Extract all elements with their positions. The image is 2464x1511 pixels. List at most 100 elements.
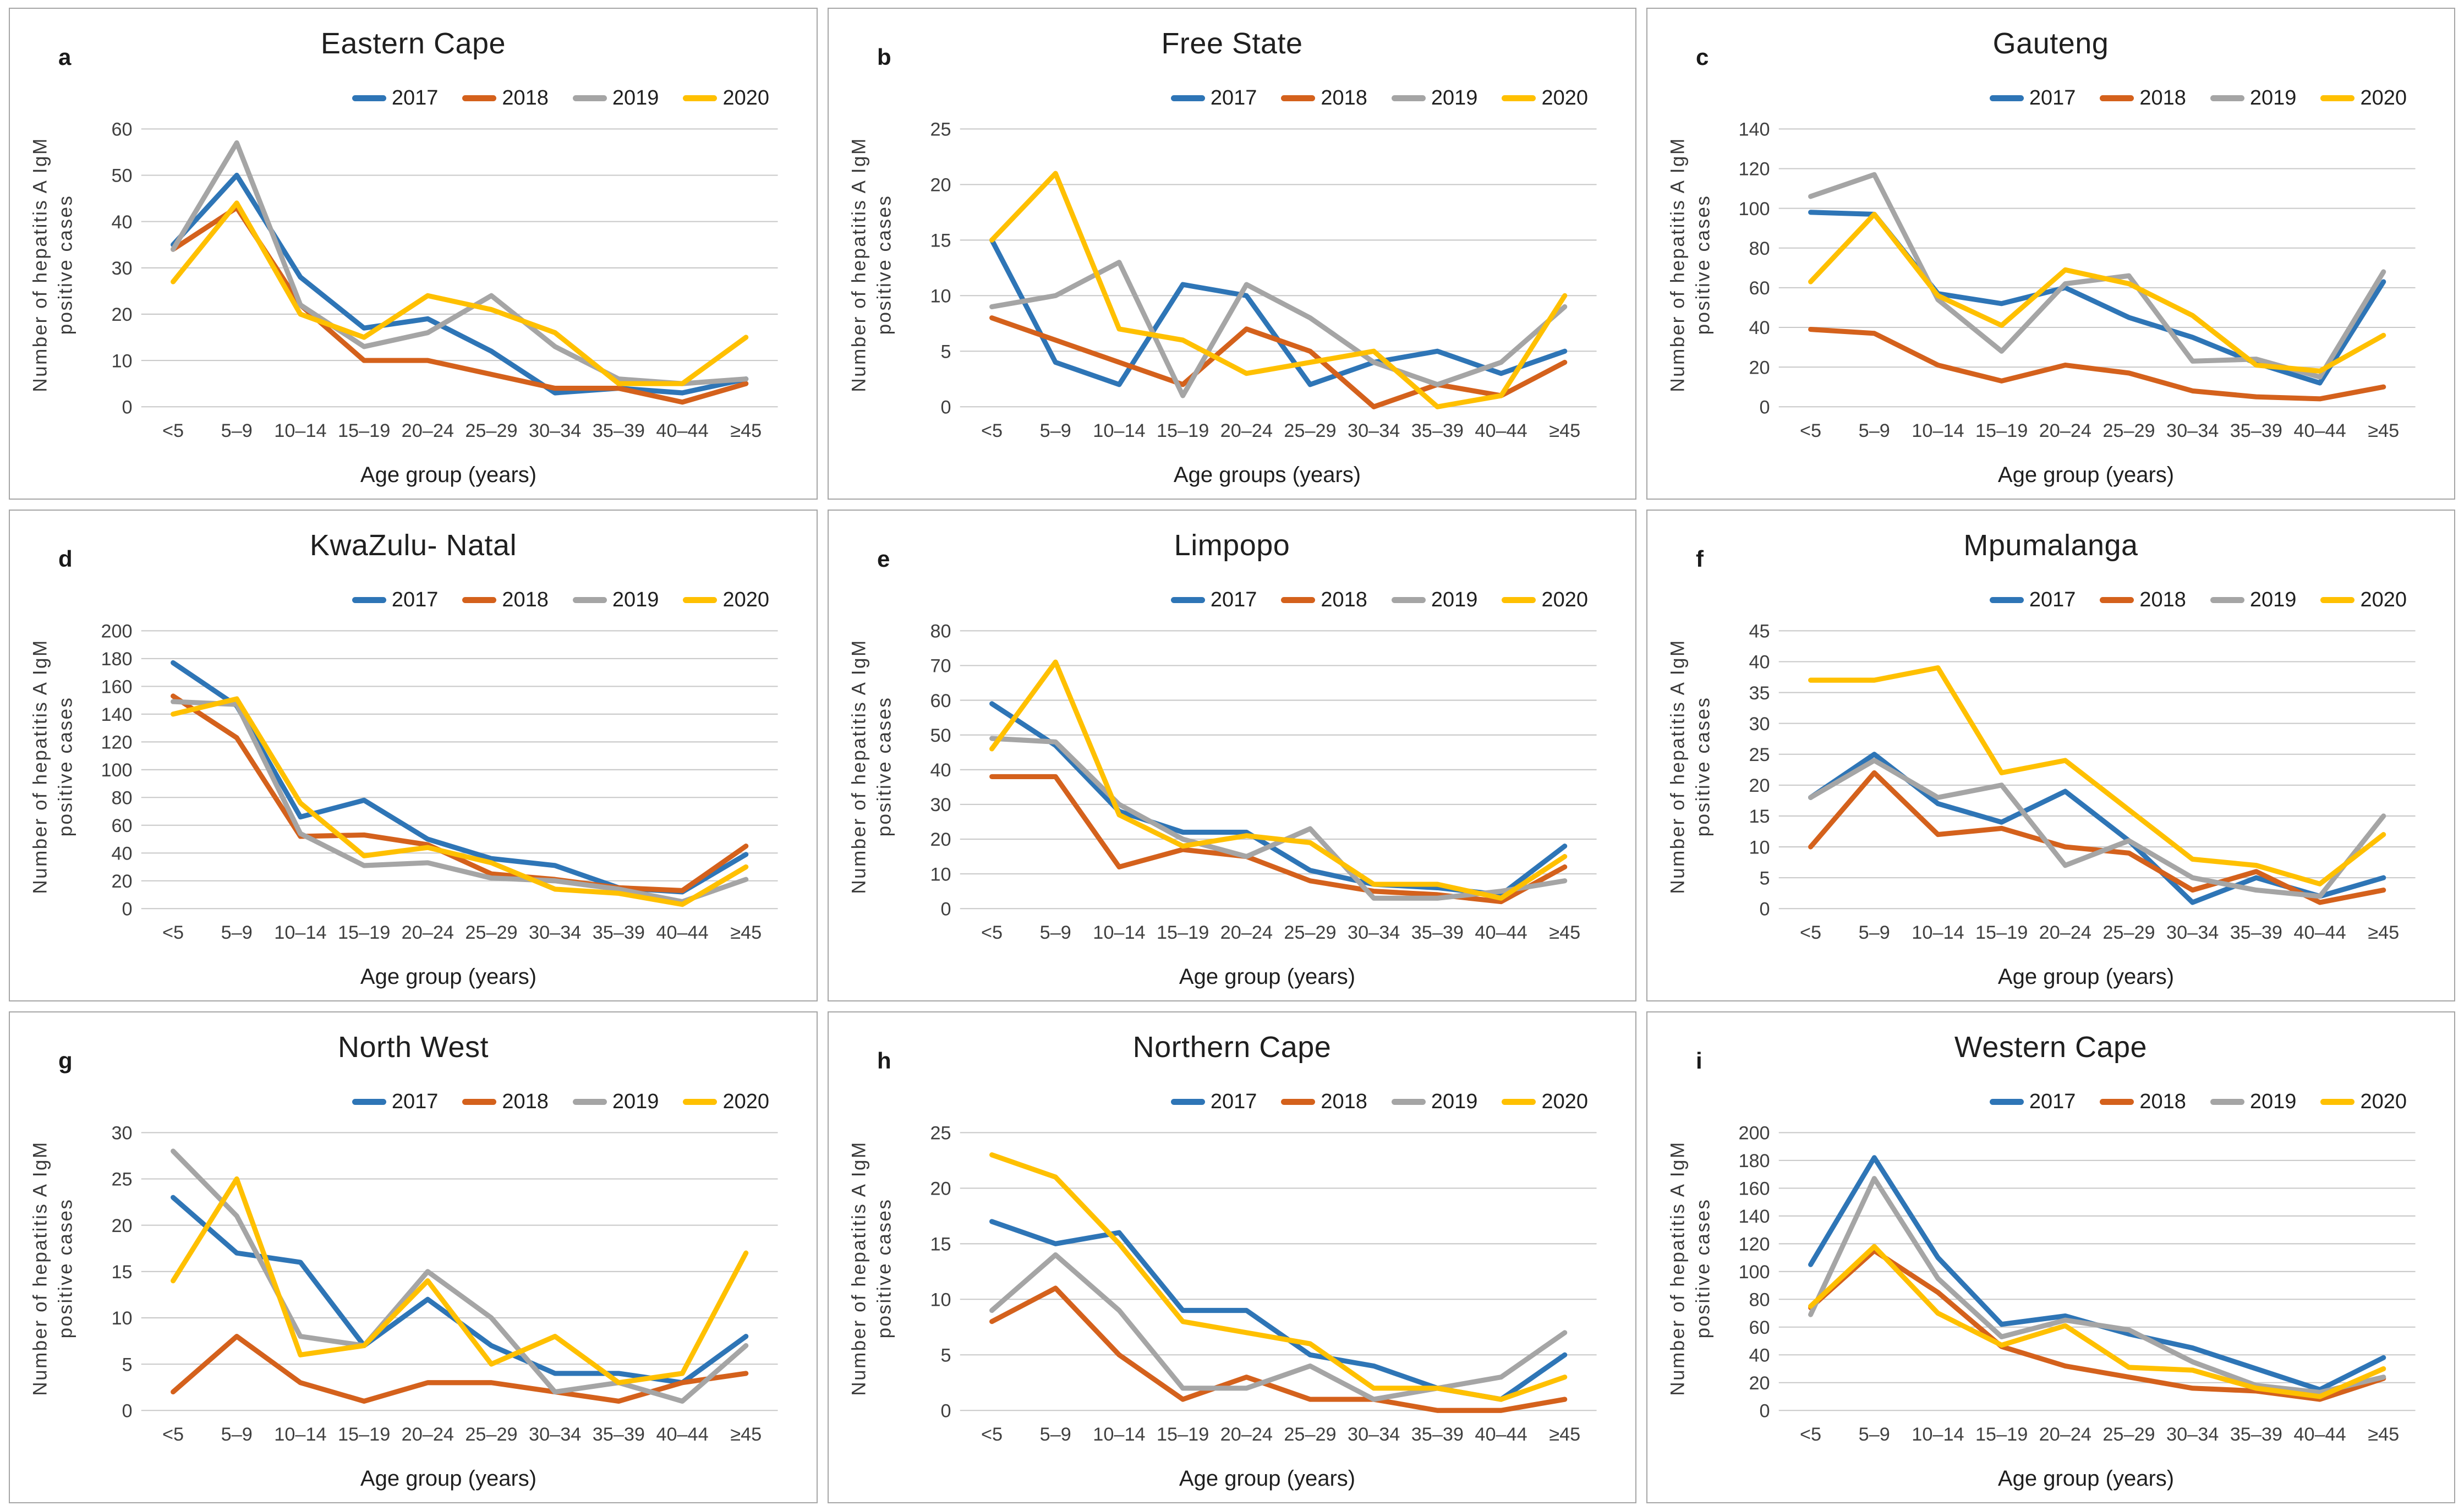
y-tick-label: 20 [1749, 1373, 1770, 1394]
series-line-2019 [171, 140, 749, 386]
x-tick-label: 25–29 [2102, 922, 2155, 943]
series-line-2020 [1808, 665, 2386, 886]
x-tick-label: <5 [981, 922, 1003, 943]
y-tick-label: 40 [930, 760, 951, 781]
x-tick-label: 5–9 [1859, 1424, 1890, 1445]
series-line-2019 [989, 736, 1568, 901]
plot-area: 0 20 40 60 80 100 120 140 160 180 200 <5 5–9 10–14 15–… [101, 621, 778, 943]
plot-area: 0 20 40 60 80 100 120 140 <5 5–9 10–14 15–19 20–24 25… [1738, 119, 2416, 441]
panel-letter: b [877, 44, 891, 70]
x-tick-label: 5–9 [221, 1424, 253, 1445]
x-tick-label: 25–29 [2102, 1424, 2155, 1445]
y-axis-label-box: Number of hepatitis A IgM positive cases [18, 1121, 88, 1465]
x-tick-label: 30–34 [1348, 420, 1400, 441]
legend-swatch-2020 [683, 95, 718, 101]
chart-panel-free-state: b Free State 2017 2018 2019 2020 Number of … [828, 8, 1636, 500]
legend-swatch-2019 [572, 596, 607, 603]
y-tick-label: 10 [930, 286, 951, 306]
y-tick-label: 0 [1760, 1400, 1770, 1421]
y-tick-label: 0 [122, 397, 133, 418]
legend-item-2020: 2020 [683, 588, 769, 612]
legend-swatch-2018 [1281, 1098, 1316, 1105]
x-tick-label: 10–14 [1093, 922, 1145, 943]
y-tick-label: 140 [101, 704, 132, 725]
x-tick-label: <5 [162, 420, 184, 441]
legend-label: 2017 [1210, 1090, 1257, 1113]
x-tick-label: 15–19 [1975, 420, 2028, 441]
y-tick-label: 20 [112, 871, 133, 892]
y-tick-label: 80 [112, 787, 133, 808]
series-line-2020 [989, 1152, 1568, 1402]
plot-area: 0 5 10 15 20 25 30 <5 5–9 10–14 15–19 20–24 25–29 30–… [112, 1123, 778, 1445]
plot-row: Number of hepatitis A IgM positive cases… [836, 620, 1628, 963]
x-tick-label: 40–44 [2293, 922, 2346, 943]
legend-item-2020: 2020 [1502, 86, 1588, 110]
legend-item-2018: 2018 [462, 86, 549, 110]
legend-item-2017: 2017 [1989, 588, 2076, 612]
y-tick-label: 30 [112, 1123, 133, 1143]
x-tick-label: 40–44 [656, 420, 708, 441]
legend-swatch-2020 [1502, 1098, 1536, 1105]
legend-item-2020: 2020 [2320, 1090, 2407, 1114]
legend-label: 2019 [2249, 1090, 2297, 1113]
y-tick-label: 5 [941, 341, 951, 362]
legend-item-2019: 2019 [572, 1090, 659, 1114]
series-line-2018 [1808, 770, 2386, 905]
legend-label: 2020 [2360, 86, 2407, 110]
series-line-2020 [989, 171, 1568, 409]
legend-swatch-2019 [572, 1098, 607, 1105]
y-tick-label: 40 [1749, 317, 1770, 338]
plot-area: 0 20 40 60 80 100 120 140 160 180 200 <5 5–9 10–14 15–… [1738, 1123, 2416, 1445]
x-tick-label: 30–34 [529, 420, 581, 441]
x-tick-label: 40–44 [1475, 922, 1527, 943]
x-tick-label: 5–9 [221, 922, 253, 943]
x-tick-label: 35–39 [593, 420, 645, 441]
legend-swatch-2020 [1502, 95, 1536, 101]
legend-item-2019: 2019 [572, 588, 659, 612]
legend-item-2020: 2020 [1502, 1090, 1588, 1114]
x-axis-label: Age group (years) [1997, 463, 2175, 487]
y-axis-label: Number of hepatitis A IgM positive cases [1667, 638, 1714, 894]
x-tick-label: 25–29 [2102, 420, 2155, 441]
series-line-2018 [989, 774, 1568, 905]
x-tick-label: 5–9 [1040, 420, 1071, 441]
y-tick-label: 0 [1760, 397, 1770, 418]
y-tick-label: 20 [930, 1178, 951, 1199]
legend-item-2018: 2018 [1281, 1090, 1367, 1114]
legend-label: 2019 [1431, 588, 1478, 611]
legend-label: 2018 [1321, 86, 1367, 110]
x-tick-label: 20–24 [402, 922, 454, 943]
chart-legend: 2017 2018 2019 2020 [836, 1090, 1628, 1114]
y-tick-label: 10 [930, 864, 951, 885]
y-tick-label: 10 [1749, 837, 1770, 858]
chart-legend: 2017 2018 2019 2020 [1655, 86, 2446, 110]
legend-swatch-2018 [2100, 596, 2134, 603]
y-axis-label-box: Number of hepatitis A IgM positive cases [18, 620, 88, 963]
legend-item-2017: 2017 [1170, 86, 1257, 110]
y-tick-label: 80 [930, 621, 951, 642]
y-tick-label: 20 [930, 829, 951, 850]
y-tick-label: 70 [930, 656, 951, 677]
y-axis-label: Number of hepatitis A IgM positive cases [848, 136, 895, 392]
x-tick-label: 10–14 [274, 420, 326, 441]
plot-area: 0 5 10 15 20 25 <5 5–9 10–14 15–19 20–24 25–29 30–34… [930, 119, 1597, 441]
plot-row: Number of hepatitis A IgM positive cases… [836, 118, 1628, 462]
y-tick-label: 40 [1749, 652, 1770, 673]
legend-item-2019: 2019 [1391, 588, 1478, 612]
x-tick-label: 40–44 [1475, 420, 1527, 441]
legend-swatch-2020 [2320, 596, 2355, 603]
y-tick-label: 20 [1749, 775, 1770, 796]
y-tick-label: 0 [122, 1400, 133, 1421]
legend-item-2020: 2020 [1502, 588, 1588, 612]
y-tick-label: 200 [101, 621, 132, 642]
x-tick-label: <5 [981, 420, 1003, 441]
series-line-2019 [171, 1148, 749, 1404]
legend-item-2020: 2020 [2320, 86, 2407, 110]
legend-item-2019: 2019 [2210, 588, 2296, 612]
x-tick-label: 20–24 [402, 420, 454, 441]
legend-label: 2017 [2029, 588, 2076, 611]
legend-label: 2018 [502, 588, 549, 611]
y-tick-label: 20 [930, 174, 951, 195]
x-axis-label: Age groups (years) [1173, 463, 1361, 487]
x-axis-label: Age group (years) [360, 463, 537, 487]
